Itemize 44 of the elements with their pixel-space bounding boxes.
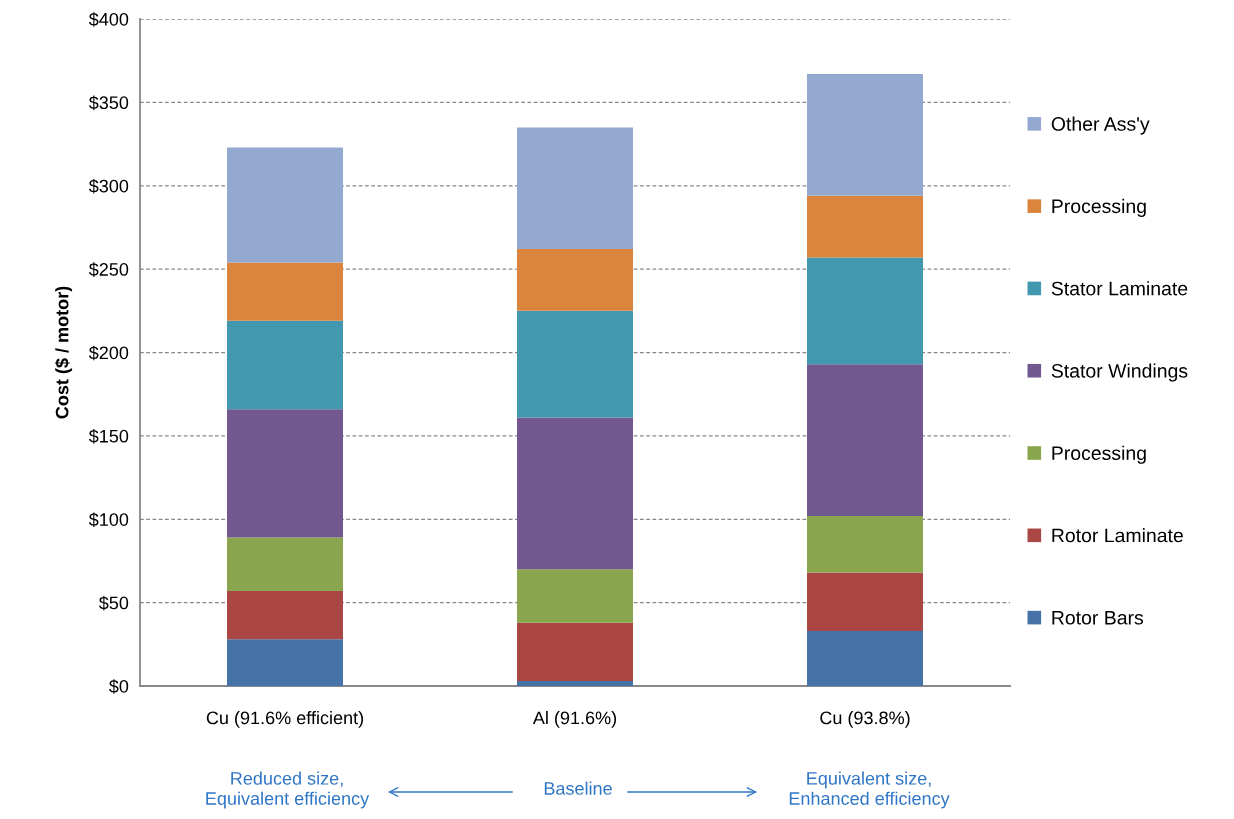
y-axis-title: Cost ($ / motor): [54, 286, 73, 419]
legend-label: Rotor Laminate: [1052, 528, 1183, 543]
y-tick-label: $250: [88, 262, 129, 277]
bar: [517, 417, 633, 570]
bar: [227, 147, 343, 263]
bar: [227, 320, 343, 410]
legend-label: Processing: [1052, 198, 1146, 217]
y-tick-label: $300: [88, 178, 129, 194]
bar: [517, 569, 633, 623]
bar: [807, 364, 923, 516]
legend-label: Other Ass'y: [1051, 116, 1150, 135]
bar: [227, 409, 343, 538]
bar: [807, 630, 923, 686]
bar: [517, 127, 633, 250]
y-tick-label: $100: [88, 512, 129, 528]
legend-label: Processing: [1052, 445, 1146, 464]
bar: [227, 262, 343, 321]
x-tick-label: Al (91.6%): [532, 711, 617, 728]
legend-label: Stator Laminate: [1051, 281, 1188, 296]
bar: [227, 590, 343, 640]
x-tick-label: Cu (91.6% efficient): [206, 711, 364, 728]
y-tick-label: $350: [88, 95, 129, 111]
bar: [807, 572, 923, 631]
bar: [517, 681, 633, 686]
y-tick-label: $150: [88, 429, 129, 444]
bar: [227, 639, 343, 686]
bar: [807, 515, 923, 573]
bar: [807, 257, 923, 365]
y-tick-label: $0: [109, 679, 129, 694]
text: Reduced size, Equivalent efficiency: [206, 771, 370, 809]
y-tick-label: $400: [88, 12, 129, 27]
bar: [517, 622, 633, 681]
bar: [517, 310, 633, 418]
y-tick-label: $50: [98, 595, 129, 611]
legend-label: Stator Windings: [1051, 363, 1188, 382]
text: Baseline: [544, 781, 612, 795]
legend-label: Rotor Bars: [1052, 611, 1144, 625]
bar: [807, 195, 923, 258]
bar: [807, 74, 923, 196]
text: Equivalent size, Enhanced efficiency: [789, 771, 950, 809]
bar: [227, 537, 343, 591]
x-tick-label: Cu (93.8%): [820, 711, 910, 728]
y-tick-label: $200: [88, 345, 129, 361]
bar: [517, 249, 633, 311]
